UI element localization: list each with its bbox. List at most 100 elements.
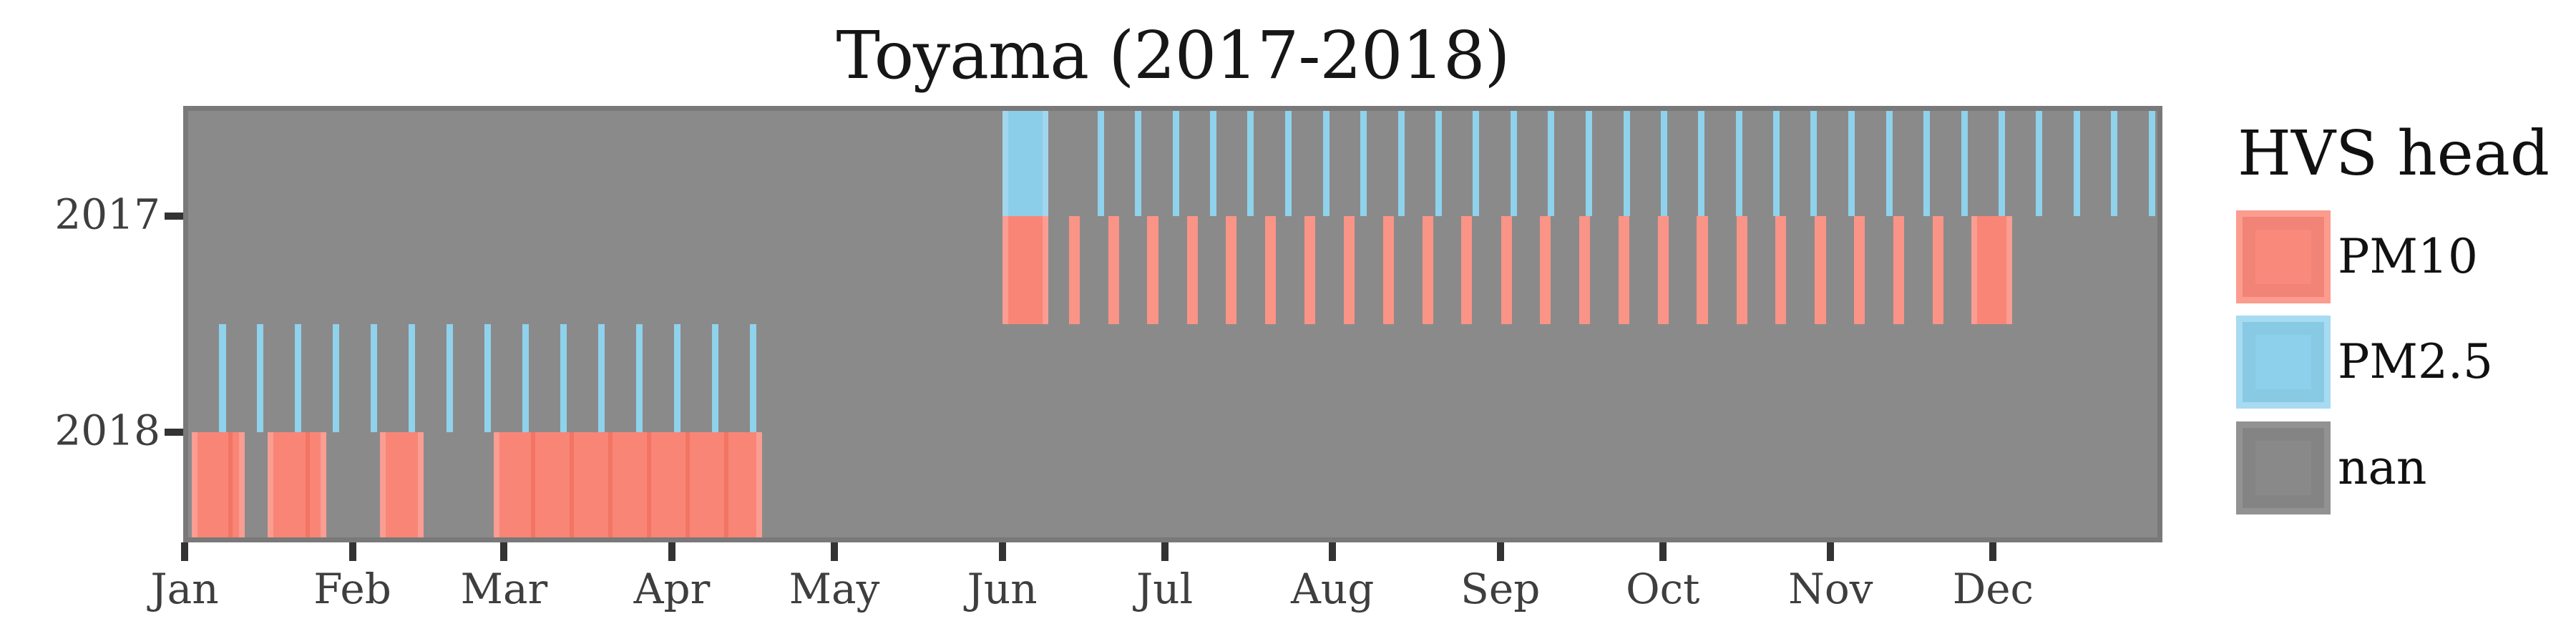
month-label: Jul <box>1136 565 1194 613</box>
pm25-sample-tick <box>447 324 454 432</box>
year-label: 2017 <box>54 190 160 239</box>
pm25-sample-tick <box>1210 111 1217 216</box>
pm10-sample-tick <box>1265 216 1277 324</box>
pm25-sample-tick <box>1135 111 1142 216</box>
pm25-sample-tick <box>1247 111 1254 216</box>
month-label: Mar <box>460 565 548 613</box>
pm10-sample-tick <box>1068 216 1080 324</box>
legend-label: PM10 <box>2338 229 2478 284</box>
pm10-sample-tick <box>1382 216 1394 324</box>
pm25-sample-tick <box>295 324 302 432</box>
pm25-sample-tick <box>2074 111 2081 216</box>
pm10-sample-tick <box>1893 216 1905 324</box>
pm10-sample-tick <box>1697 216 1708 324</box>
sample-seam <box>608 432 613 537</box>
legend-swatch-pm10 <box>2236 210 2331 303</box>
pm25-sample-tick <box>1848 111 1855 216</box>
month-tick <box>348 542 356 561</box>
pm10-segment <box>380 432 424 537</box>
month-tick <box>1329 542 1337 561</box>
month-label: May <box>789 565 880 613</box>
legend-swatch-nan <box>2236 421 2331 514</box>
pm10-segment <box>267 432 327 537</box>
pm10-sample-tick <box>1932 216 1943 324</box>
pm10-segment <box>1971 216 2012 324</box>
month-label: Nov <box>1788 565 1873 613</box>
pm10-sample-tick <box>1501 216 1512 324</box>
pm25-sample-tick <box>1998 111 2006 216</box>
year-tick <box>165 429 183 436</box>
pm25-sample-tick <box>1548 111 1555 216</box>
pm25-sample-tick <box>333 324 340 432</box>
sample-seam <box>530 432 535 537</box>
pm25-sample-tick <box>1810 111 1818 216</box>
month-tick <box>1827 542 1835 561</box>
pm10-sample-tick <box>1657 216 1669 324</box>
legend-title: HVS head <box>2238 118 2550 190</box>
pm25-sample-tick <box>257 324 264 432</box>
pm25-sample-tick <box>219 324 226 432</box>
pm10-segment <box>191 432 245 537</box>
pm10-sample-tick <box>1344 216 1355 324</box>
chart-title: Toyama (2017-2018) <box>836 17 1511 94</box>
year-label: 2018 <box>54 406 160 455</box>
legend-label: PM2.5 <box>2338 334 2493 389</box>
month-label: Feb <box>313 565 391 613</box>
pm25-sample-tick <box>1360 111 1367 216</box>
pm25-sample-tick <box>1097 111 1104 216</box>
pm25-sample-tick <box>1511 111 1518 216</box>
month-label: Dec <box>1952 565 2034 613</box>
month-label: Oct <box>1626 565 1700 613</box>
pm10-sample-tick <box>1304 216 1315 324</box>
month-tick <box>1659 542 1667 561</box>
sample-seam <box>724 432 729 537</box>
pm25-sample-tick <box>1285 111 1292 216</box>
month-tick <box>1161 542 1169 561</box>
pm25-sample-tick <box>1735 111 1743 216</box>
pm25-sample-tick <box>2036 111 2043 216</box>
legend-swatch-pm25 <box>2236 316 2331 409</box>
pm25-sample-tick <box>560 324 567 432</box>
pm25-sample-tick <box>1585 111 1592 216</box>
pm25-sample-tick <box>636 324 643 432</box>
pm25-sample-tick <box>484 324 492 432</box>
sample-seam <box>228 432 233 537</box>
pm10-sample-tick <box>1618 216 1629 324</box>
sample-seam <box>570 432 575 537</box>
pm10-sample-tick <box>1540 216 1551 324</box>
pm10-sample-tick <box>1815 216 1826 324</box>
pm10-sample-tick <box>1775 216 1787 324</box>
pm10-sample-tick <box>1108 216 1120 324</box>
month-label: Jan <box>150 565 219 613</box>
pm25-sample-tick <box>1397 111 1405 216</box>
sample-seam <box>647 432 652 537</box>
pm10-segment <box>494 432 762 537</box>
pm10-sample-tick <box>1853 216 1865 324</box>
month-label: Sep <box>1460 565 1541 613</box>
pm25-sample-tick <box>1961 111 1968 216</box>
month-tick <box>1496 542 1504 561</box>
month-label: Jun <box>967 565 1038 613</box>
pm25-sample-tick <box>712 324 719 432</box>
sample-seam <box>305 432 310 537</box>
month-tick <box>831 542 839 561</box>
pm10-sample-tick <box>1147 216 1158 324</box>
pm25-sample-tick <box>1172 111 1180 216</box>
plot-panel <box>183 106 2162 542</box>
pm25-sample-tick <box>2148 111 2155 216</box>
pm25-sample-tick <box>1473 111 1480 216</box>
month-tick <box>181 542 188 561</box>
pm10-sample-tick <box>1461 216 1473 324</box>
pm25-sample-tick <box>522 324 530 432</box>
month-tick <box>1989 542 1997 561</box>
legend-label: nan <box>2338 440 2427 495</box>
pm10-sample-tick <box>1186 216 1198 324</box>
pm25-segment <box>1002 111 1048 216</box>
pm25-sample-tick <box>674 324 681 432</box>
pm25-sample-tick <box>749 324 757 432</box>
month-tick <box>500 542 508 561</box>
pm25-sample-tick <box>2111 111 2118 216</box>
pm25-sample-tick <box>1885 111 1893 216</box>
month-label: Apr <box>633 565 711 613</box>
